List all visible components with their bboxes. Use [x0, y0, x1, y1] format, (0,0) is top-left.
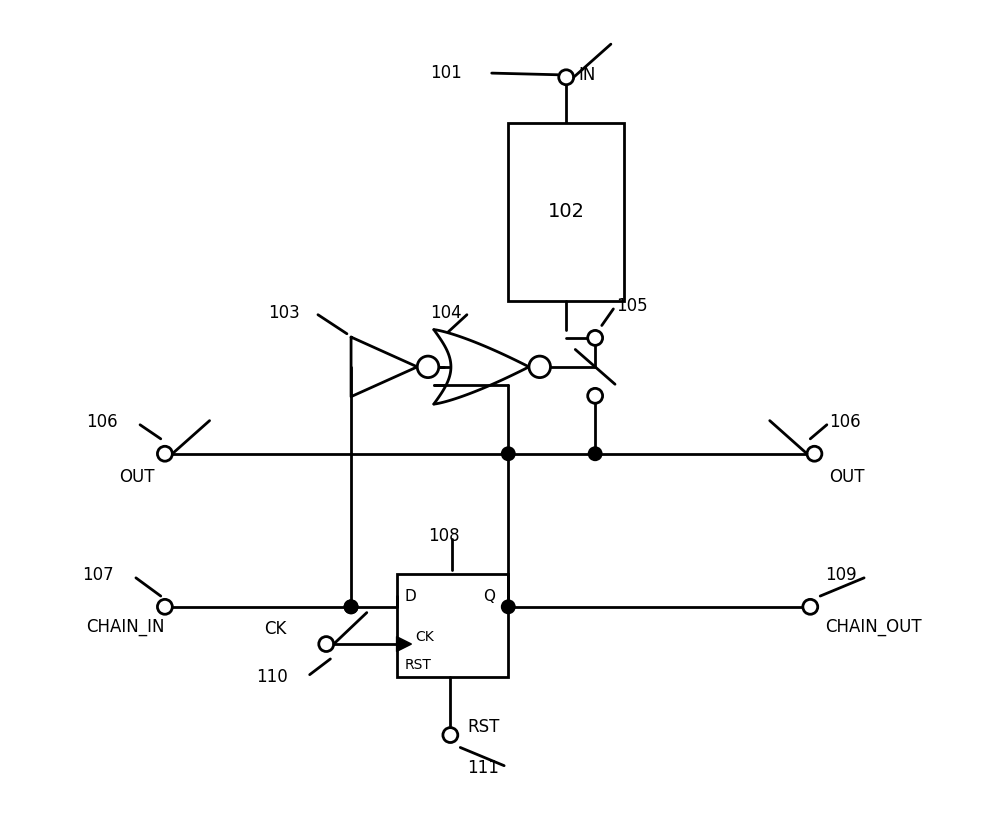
Text: RST: RST: [405, 658, 432, 671]
Circle shape: [588, 331, 603, 346]
Text: 105: 105: [616, 297, 647, 316]
Text: 102: 102: [548, 202, 585, 222]
Text: 109: 109: [825, 566, 857, 585]
Text: CK: CK: [415, 631, 434, 645]
Bar: [397, 574, 508, 677]
Text: 108: 108: [428, 527, 460, 546]
Text: 104: 104: [430, 304, 461, 322]
Text: RST: RST: [467, 718, 499, 736]
Circle shape: [529, 356, 550, 377]
Circle shape: [588, 388, 603, 403]
Circle shape: [157, 446, 172, 461]
Text: CHAIN_OUT: CHAIN_OUT: [825, 618, 922, 636]
Polygon shape: [434, 330, 529, 404]
Circle shape: [417, 356, 439, 377]
Circle shape: [319, 636, 334, 651]
Text: 111: 111: [467, 759, 499, 777]
Polygon shape: [397, 636, 411, 651]
Bar: [508, 122, 624, 301]
Circle shape: [501, 446, 516, 461]
Circle shape: [588, 446, 603, 461]
Circle shape: [157, 600, 172, 614]
Text: 107: 107: [82, 566, 114, 585]
Circle shape: [501, 600, 516, 614]
Text: OUT: OUT: [119, 468, 155, 486]
Text: CHAIN_IN: CHAIN_IN: [86, 618, 165, 636]
Text: 103: 103: [268, 304, 300, 322]
Text: IN: IN: [579, 66, 596, 84]
Text: CK: CK: [264, 620, 287, 638]
Text: OUT: OUT: [829, 468, 865, 486]
Text: 110: 110: [256, 668, 288, 686]
Circle shape: [559, 70, 574, 85]
Text: 101: 101: [430, 64, 461, 82]
Circle shape: [344, 600, 359, 614]
Circle shape: [443, 727, 458, 742]
Circle shape: [344, 600, 359, 614]
Polygon shape: [351, 337, 417, 397]
Text: Q: Q: [483, 589, 495, 604]
Text: D: D: [405, 589, 417, 604]
Text: 106: 106: [829, 413, 861, 431]
Circle shape: [807, 446, 822, 461]
Text: 106: 106: [86, 413, 118, 431]
Circle shape: [803, 600, 818, 614]
